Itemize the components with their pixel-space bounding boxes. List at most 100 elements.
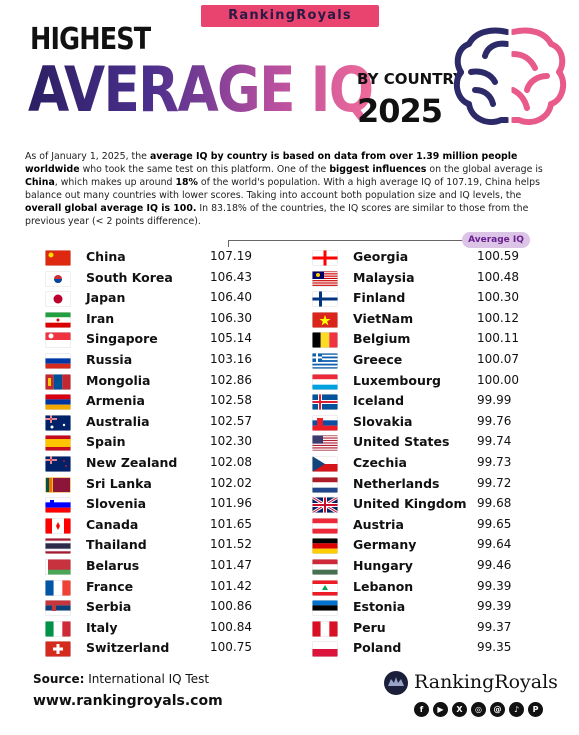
country-name: Poland bbox=[353, 640, 402, 656]
country-name: Thailand bbox=[86, 537, 147, 553]
flag-fi-icon bbox=[312, 291, 338, 308]
flag-mn-icon bbox=[45, 373, 71, 390]
country-name: Switzerland bbox=[86, 640, 170, 656]
table-row: France 101.42 bbox=[45, 578, 305, 598]
threads-icon[interactable]: @ bbox=[490, 702, 505, 717]
country-name: VietNam bbox=[353, 310, 414, 326]
flag-my-icon bbox=[312, 270, 338, 287]
flag-by-icon bbox=[45, 559, 71, 575]
country-name: France bbox=[86, 578, 134, 594]
table-row: Luxembourg 100.00 bbox=[312, 372, 572, 392]
average-iq-value: 100.84 bbox=[210, 619, 252, 634]
flag-ca-icon bbox=[45, 517, 71, 534]
flag-jp-icon bbox=[45, 291, 71, 308]
country-name: United States bbox=[353, 434, 450, 450]
country-name: Armenia bbox=[86, 393, 145, 409]
table-row: Austria 99.65 bbox=[312, 516, 572, 536]
country-name: United Kingdom bbox=[353, 496, 467, 512]
average-iq-value: 101.96 bbox=[210, 496, 252, 511]
flag-rs-icon bbox=[45, 600, 71, 617]
flag-kr-icon bbox=[45, 270, 71, 287]
average-iq-value: 105.14 bbox=[210, 331, 252, 346]
table-row: Netherlands 99.72 bbox=[312, 475, 572, 495]
table-row: Japan 106.40 bbox=[45, 289, 305, 309]
table-row: Russia 103.16 bbox=[45, 351, 305, 371]
country-name: Spain bbox=[86, 434, 126, 450]
table-row: New Zealand 102.08 bbox=[45, 454, 305, 474]
country-name: New Zealand bbox=[86, 455, 178, 470]
table-row: Switzerland 100.75 bbox=[45, 639, 305, 659]
flag-ch-icon bbox=[45, 641, 71, 658]
average-iq-value: 99.73 bbox=[477, 455, 512, 469]
source-line: Source: International IQ Test bbox=[33, 672, 210, 686]
table-row: Greece 100.07 bbox=[312, 351, 572, 371]
country-name: Mongolia bbox=[86, 372, 151, 388]
average-iq-value: 100.30 bbox=[477, 290, 519, 305]
country-name: Russia bbox=[86, 352, 133, 367]
flag-nl-icon bbox=[312, 476, 338, 493]
country-name: Georgia bbox=[353, 249, 409, 264]
table-row: Slovenia 101.96 bbox=[45, 495, 305, 515]
country-name: Austria bbox=[353, 516, 404, 532]
table-row: Italy 100.84 bbox=[45, 619, 305, 639]
country-name: Canada bbox=[86, 516, 139, 532]
flag-es-icon bbox=[45, 435, 71, 452]
flag-am-icon bbox=[45, 394, 71, 411]
intro-paragraph: As of January 1, 2025, the average IQ by… bbox=[25, 151, 543, 227]
flag-fr-icon bbox=[45, 579, 71, 596]
instagram-icon[interactable]: ◎ bbox=[471, 702, 486, 717]
average-iq-value: 101.52 bbox=[210, 537, 252, 552]
pinterest-icon[interactable]: P bbox=[528, 702, 543, 717]
country-name: Slovenia bbox=[86, 496, 147, 512]
average-iq-value: 100.12 bbox=[477, 310, 519, 325]
country-name: Sri Lanka bbox=[86, 475, 152, 491]
average-iq-value: 102.02 bbox=[210, 475, 252, 490]
average-iq-column-header: Average IQ bbox=[462, 232, 530, 248]
country-name: Belarus bbox=[86, 558, 140, 573]
youtube-icon[interactable]: ▶ bbox=[433, 702, 448, 717]
flag-si-icon bbox=[45, 497, 71, 514]
country-name: Iceland bbox=[353, 393, 405, 409]
country-name: Slovakia bbox=[353, 413, 413, 429]
flag-sk-icon bbox=[312, 414, 338, 431]
brain-icon bbox=[453, 27, 567, 126]
country-name: South Korea bbox=[86, 269, 173, 285]
x-icon[interactable]: X bbox=[452, 702, 467, 717]
table-row: Poland 99.35 bbox=[312, 639, 572, 659]
flag-cn-icon bbox=[45, 250, 71, 266]
average-iq-value: 103.16 bbox=[210, 352, 252, 366]
country-name: Germany bbox=[353, 537, 417, 553]
flag-at-icon bbox=[312, 517, 338, 534]
average-iq-value: 107.19 bbox=[210, 249, 252, 263]
average-iq-value: 100.48 bbox=[477, 269, 519, 284]
table-row: United Kingdom 99.68 bbox=[312, 495, 572, 515]
flag-de-icon bbox=[312, 538, 338, 555]
table-row: Slovakia 99.76 bbox=[312, 413, 572, 433]
table-row: Malaysia 100.48 bbox=[312, 269, 572, 289]
country-name: Iran bbox=[86, 310, 115, 326]
website-url[interactable]: www.rankingroyals.com bbox=[33, 693, 223, 709]
country-name: Greece bbox=[353, 352, 403, 367]
country-name: Peru bbox=[353, 619, 386, 635]
average-iq-value: 100.07 bbox=[477, 352, 519, 366]
tiktok-icon[interactable]: ♪ bbox=[509, 702, 524, 717]
flag-cz-icon bbox=[312, 456, 338, 472]
country-name: Lebanon bbox=[353, 578, 414, 594]
flag-pe-icon bbox=[312, 620, 338, 637]
table-row: Singapore 105.14 bbox=[45, 330, 305, 350]
facebook-icon[interactable]: f bbox=[414, 702, 429, 717]
average-iq-value: 102.86 bbox=[210, 372, 252, 387]
average-iq-value: 99.99 bbox=[477, 393, 512, 408]
title-by-country: BY COUNTRY bbox=[357, 70, 465, 88]
flag-ir-icon bbox=[45, 311, 71, 328]
table-row: Hungary 99.46 bbox=[312, 557, 572, 577]
average-iq-value: 99.65 bbox=[477, 516, 512, 531]
ranking-royals-logo-text: RankingRoyals bbox=[414, 671, 558, 693]
flag-gr-icon bbox=[312, 353, 338, 369]
average-iq-value: 102.08 bbox=[210, 455, 252, 469]
average-iq-value: 99.74 bbox=[477, 434, 512, 449]
flag-ge-icon bbox=[312, 250, 338, 266]
average-iq-value: 100.59 bbox=[477, 249, 519, 263]
average-iq-value: 102.30 bbox=[210, 434, 252, 449]
table-row: Iran 106.30 bbox=[45, 310, 305, 330]
